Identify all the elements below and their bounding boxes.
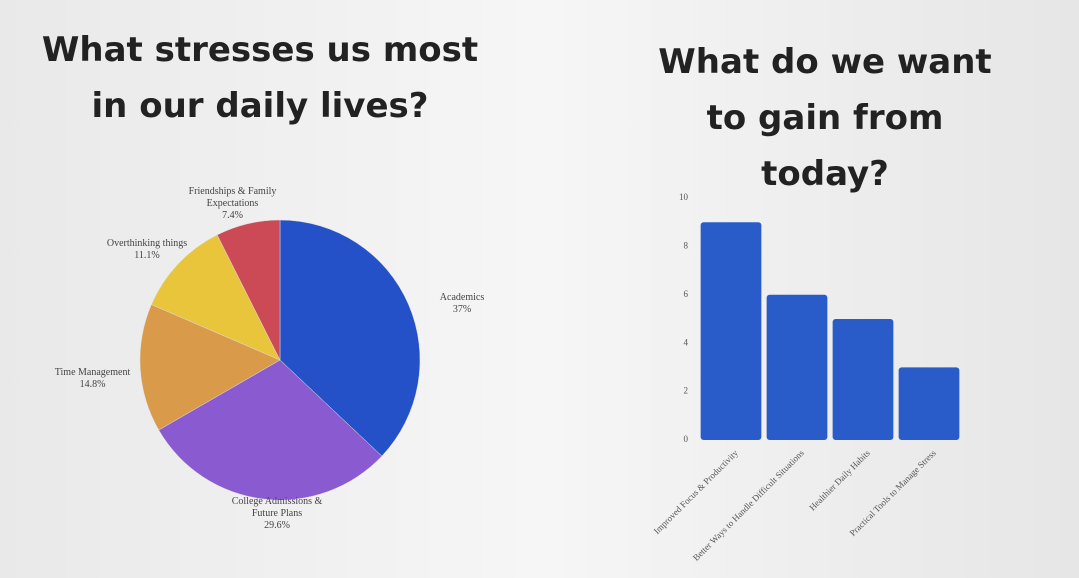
x-tick-label: Better Ways to Handle Difficult Situatio…	[691, 447, 806, 562]
slice-label: College Admissions & Future Plans	[231, 496, 323, 519]
slice-label: Friendships & Family Expectations	[188, 186, 277, 209]
y-tick-label: 2	[684, 386, 689, 396]
slice-label: Academics	[439, 292, 485, 303]
slice-value: 14.8%	[79, 379, 106, 390]
slice-label: Time Management	[54, 367, 131, 378]
slice-value: 11.1%	[134, 250, 160, 261]
bar	[898, 367, 960, 440]
pie-slice	[279, 219, 421, 457]
x-tick-label: Healthier Daily Habits	[807, 447, 872, 512]
pie-slice	[151, 234, 281, 361]
pie-title: What stresses us most in our daily lives…	[41, 30, 479, 126]
bar	[766, 294, 828, 440]
slice-value: 37%	[452, 304, 472, 315]
bar-title: What do we want to gain from today?	[658, 42, 992, 194]
y-tick-label: 8	[684, 240, 689, 250]
y-tick-label: 4	[684, 337, 689, 347]
bar	[832, 319, 894, 440]
slice-value: 29.6%	[264, 520, 290, 531]
slice-label: Overthinking things	[106, 238, 188, 249]
pie-slice	[139, 304, 281, 431]
bar	[700, 222, 762, 440]
pie-slice	[216, 219, 281, 361]
y-tick-label: 6	[684, 289, 689, 299]
y-tick-label: 10	[679, 192, 689, 202]
y-tick-label: 0	[684, 434, 689, 444]
pie-slice	[158, 359, 383, 501]
slice-value: 7.4%	[222, 210, 243, 221]
